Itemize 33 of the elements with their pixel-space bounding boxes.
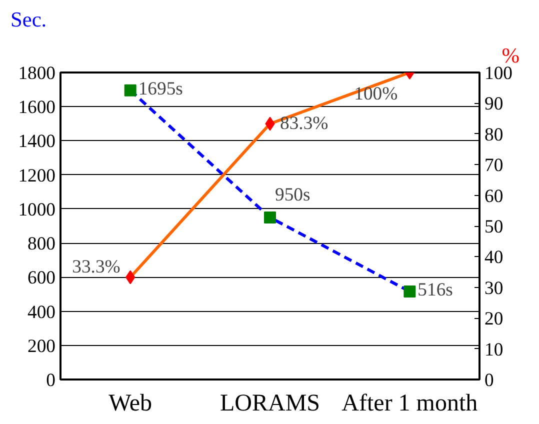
- y-tick-label: 600: [28, 268, 56, 289]
- y-tick-label: 200: [28, 336, 56, 357]
- y-tick-label: 1000: [18, 199, 56, 220]
- y2-tick-label: 50: [484, 216, 504, 238]
- data-label: 950s: [275, 184, 310, 206]
- y2-tick-label: 80: [484, 124, 504, 146]
- y2-tick-label: 10: [484, 339, 504, 360]
- point: [124, 84, 136, 96]
- y-tick-label: 0: [46, 370, 56, 391]
- y-tick-label: 800: [28, 234, 56, 255]
- data-label: 100%: [354, 84, 398, 104]
- data-label: 1695s: [138, 78, 183, 100]
- y-axis-title: Sec.: [10, 8, 47, 32]
- data-label: 83.3%: [280, 112, 328, 134]
- y2-tick-label: 90: [484, 94, 504, 115]
- x-tick-label: LORAMS: [220, 390, 320, 416]
- point: [264, 211, 276, 224]
- y2-tick-label: 70: [484, 155, 504, 176]
- y2-tick-label: 40: [484, 247, 504, 268]
- x-tick-label: After 1 month: [342, 390, 478, 416]
- y2-tick-label: 0: [484, 370, 494, 391]
- y-tick-label: 1200: [18, 165, 56, 186]
- y2-tick-label: 60: [484, 186, 504, 207]
- data-label: 33.3%: [72, 256, 120, 278]
- y-tick-label: 1800: [18, 63, 56, 84]
- y-tick-label: 1400: [18, 131, 56, 152]
- data-label: 516s: [418, 279, 453, 300]
- y-tick-label: 1600: [18, 97, 56, 118]
- y2-tick-label: 30: [484, 278, 504, 299]
- x-tick-label: Web: [108, 390, 152, 416]
- y2-tick-label: 20: [484, 308, 504, 330]
- point: [404, 285, 416, 298]
- y-tick-label: 400: [28, 302, 56, 323]
